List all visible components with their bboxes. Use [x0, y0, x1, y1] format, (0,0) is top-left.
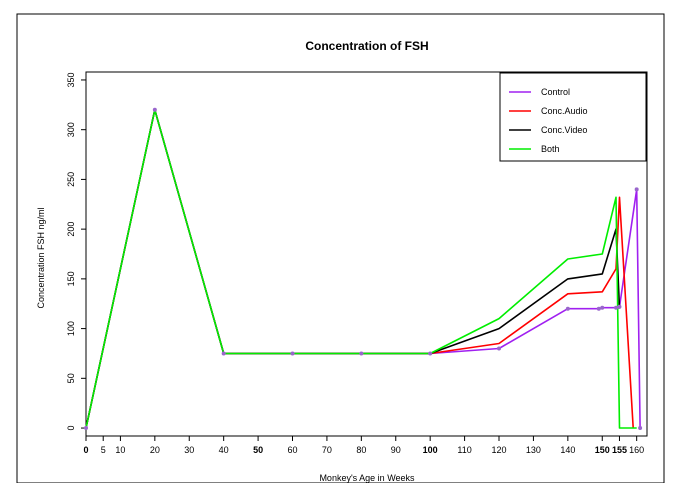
y-axis: 0 50 100 150 200 250 300 350 [66, 72, 86, 431]
legend-label: Both [541, 144, 560, 154]
x-tick-label: 100 [423, 445, 438, 455]
y-axis-label: Concentration FSH ng/ml [36, 207, 46, 308]
x-tick-label: 20 [150, 445, 160, 455]
legend-label: Conc.Video [541, 125, 587, 135]
legend-label: Control [541, 87, 570, 97]
y-tick-label: 200 [66, 222, 76, 237]
y-tick-label: 50 [66, 373, 76, 383]
data-point [359, 351, 364, 356]
x-tick-label: 5 [101, 445, 106, 455]
data-point [84, 426, 88, 431]
chart-title: Concentration of FSH [305, 39, 428, 53]
data-point [290, 351, 295, 356]
series-line-both [85, 109, 637, 429]
data-point [634, 187, 639, 192]
legend-box [499, 72, 647, 162]
y-tick-label: 150 [66, 271, 76, 286]
data-point [152, 107, 157, 112]
data-point [614, 305, 619, 310]
x-tick-label: 80 [356, 445, 366, 455]
legend: Control Conc.Audio Conc.Video Both [499, 72, 647, 162]
x-tick-label: 60 [287, 445, 297, 455]
data-point [617, 304, 622, 309]
data-point [497, 346, 502, 351]
data-point [565, 306, 570, 311]
x-tick-label: 160 [629, 445, 644, 455]
x-tick-label: 120 [491, 445, 506, 455]
series-markers [84, 107, 643, 431]
y-tick-label: 300 [66, 122, 76, 137]
x-tick-label: 10 [115, 445, 125, 455]
x-axis: 0 5 10 20 30 40 50 60 70 80 90 100 110 120 130 140 150 15… [83, 436, 644, 455]
plot-area [85, 71, 648, 437]
x-tick-label: 30 [184, 445, 194, 455]
x-tick-label: 130 [526, 445, 541, 455]
series-lines [85, 109, 641, 429]
y-tick-label: 250 [66, 172, 76, 187]
data-point [596, 306, 601, 311]
data-point [428, 351, 433, 356]
x-tick-label: 155 [612, 445, 627, 455]
legend-label: Conc.Audio [541, 106, 588, 116]
x-tick-label: 110 [457, 445, 471, 455]
x-tick-label: 90 [391, 445, 401, 455]
x-tick-label: 50 [253, 445, 263, 455]
data-point [638, 426, 643, 431]
data-point [600, 305, 605, 310]
y-tick-label: 0 [66, 426, 76, 431]
x-tick-label: 150 [595, 445, 610, 455]
x-tick-label: 0 [83, 445, 88, 455]
x-tick-label: 40 [219, 445, 229, 455]
x-tick-label: 140 [560, 445, 575, 455]
x-tick-label: 70 [322, 445, 332, 455]
y-tick-label: 350 [66, 72, 76, 87]
x-axis-label: Monkey's Age in Weeks [319, 473, 415, 483]
y-tick-label: 100 [66, 321, 76, 336]
data-point [221, 351, 226, 356]
